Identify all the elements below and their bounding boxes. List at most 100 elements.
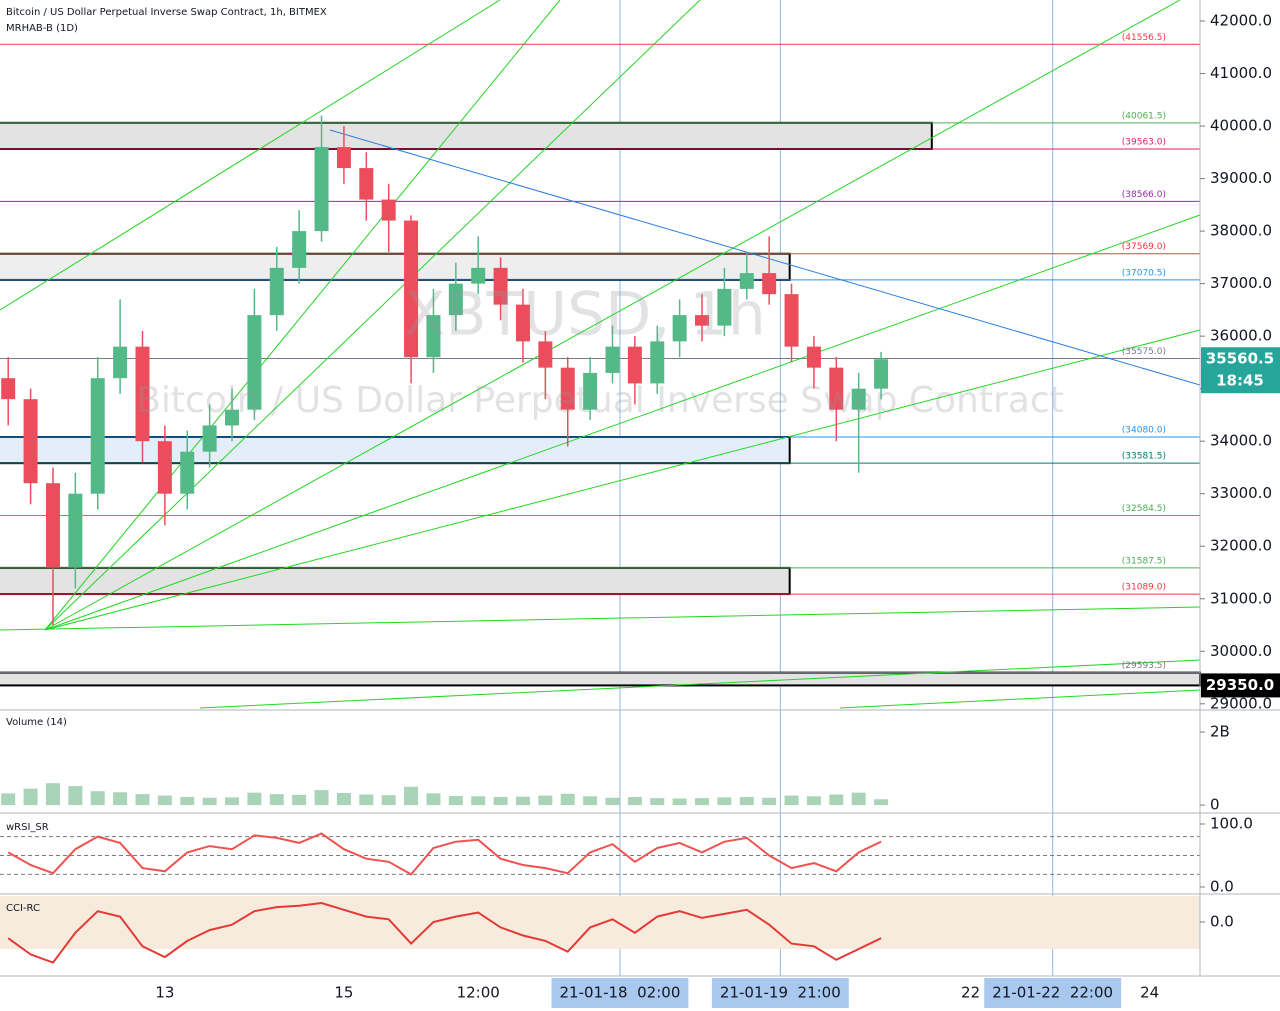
x-tick-label: 22 <box>961 984 980 1002</box>
candle-body <box>739 273 754 289</box>
zone <box>0 566 791 596</box>
volume-bar <box>471 796 486 806</box>
level-label: (39563.0) <box>1122 138 1166 148</box>
volume-bar <box>650 798 665 806</box>
candle-body <box>314 147 329 232</box>
pane-backgrounds <box>0 0 1201 976</box>
volume-bar <box>493 797 508 806</box>
candle-body <box>23 399 38 484</box>
candle-body <box>717 288 732 326</box>
x-tick-highlight <box>984 978 1122 1008</box>
x-tick-label: 13 <box>155 984 174 1002</box>
volume-bar <box>113 792 128 806</box>
candle-body <box>292 231 307 268</box>
plot-marks <box>1 115 889 964</box>
volume-bar <box>381 795 396 806</box>
volume-bar <box>515 796 530 806</box>
volume-bar <box>180 797 195 806</box>
indicator-line <box>7 901 882 964</box>
y-tick-label: 2B <box>1210 723 1230 741</box>
trend-line <box>44 329 1201 631</box>
volume-bar <box>739 797 754 806</box>
volume-bar <box>359 794 374 806</box>
candle-body <box>202 425 217 452</box>
volume-bar <box>90 791 105 806</box>
candle-body <box>45 483 60 568</box>
trend-line <box>44 0 701 631</box>
volume-bar <box>292 794 307 806</box>
x-tick-highlight <box>711 978 849 1008</box>
candle-body <box>68 493 83 568</box>
level-label: (37070.5) <box>1122 268 1166 278</box>
candle-body <box>583 372 598 410</box>
candle-body <box>515 304 530 342</box>
pane-title: CCI-RC <box>6 903 40 914</box>
trend-lines <box>0 0 1201 709</box>
y-tick-label: 32000.0 <box>1210 537 1272 555</box>
volume-bar <box>45 783 60 806</box>
y-tick-label: 41000.0 <box>1210 64 1272 82</box>
y-tick-label: 100.0 <box>1210 815 1253 833</box>
candle-body <box>471 267 486 284</box>
x-tick-label: 24 <box>1140 984 1159 1002</box>
indicator-line <box>7 832 882 876</box>
volume-bar <box>225 797 240 806</box>
y-tick-label: 37000.0 <box>1210 274 1272 292</box>
x-tick-label: 21-01-19 21:00 <box>720 984 841 1002</box>
volume-bar <box>695 798 710 806</box>
volume-bar <box>314 790 329 806</box>
trend-line <box>329 129 1201 386</box>
y-tick-label: 39000.0 <box>1210 169 1272 187</box>
trend-line <box>44 0 561 631</box>
candle-body <box>762 273 777 295</box>
candle-body <box>180 451 195 494</box>
x-tick-highlight <box>551 978 689 1008</box>
volume-bar <box>269 794 284 806</box>
y-tick-label: 31000.0 <box>1210 589 1272 607</box>
candle-body <box>829 367 844 410</box>
trend-line <box>0 606 1201 631</box>
trend-line <box>44 0 1181 631</box>
y-tick-label: 33000.0 <box>1210 484 1272 502</box>
y-tick-label: 0 <box>1210 796 1220 814</box>
candle-body <box>493 267 508 305</box>
y-tick-label: 34000.0 <box>1210 432 1272 450</box>
zone <box>0 671 1201 687</box>
volume-bar <box>874 799 889 806</box>
y-tick-label: 0.0 <box>1210 912 1234 930</box>
x-tick-label: 21-01-22 22:00 <box>992 984 1113 1002</box>
candle-body <box>1 378 16 400</box>
y-tick-label: 29000.0 <box>1210 694 1272 712</box>
y-tick-label: 0.0 <box>1210 878 1234 896</box>
price-tag <box>1201 347 1280 394</box>
candle-body <box>806 346 821 368</box>
candle-body <box>359 168 374 200</box>
volume-bar <box>560 793 575 806</box>
candle-body <box>560 367 575 410</box>
trend-line <box>0 0 501 311</box>
candle-body <box>404 220 419 358</box>
chart-subtitle: MRHAB-B (1D) <box>6 23 78 34</box>
countdown: 18:45 <box>1216 372 1264 390</box>
candle-body <box>605 346 620 373</box>
level-label: (33581.5) <box>1122 452 1166 462</box>
price-tag-label: 35560.5 <box>1206 350 1274 368</box>
candle-body <box>851 388 866 410</box>
volume-bar <box>717 797 732 806</box>
volume-bar <box>336 793 351 806</box>
level-label: (40061.5) <box>1122 111 1166 121</box>
volume-bar <box>627 797 642 806</box>
volume-bar <box>157 795 172 806</box>
trend-line <box>839 689 1201 709</box>
level-label: (37569.0) <box>1122 242 1166 252</box>
candle-body <box>381 199 396 221</box>
trend-line <box>199 659 1201 709</box>
volume-bar <box>404 786 419 806</box>
candle-body <box>225 409 240 426</box>
candle-body <box>538 341 553 368</box>
level-label: (31089.0) <box>1122 583 1166 593</box>
trend-line <box>44 214 1201 631</box>
chart-title: Bitcoin / US Dollar Perpetual Inverse Sw… <box>6 7 327 18</box>
volume-bar <box>23 788 38 806</box>
